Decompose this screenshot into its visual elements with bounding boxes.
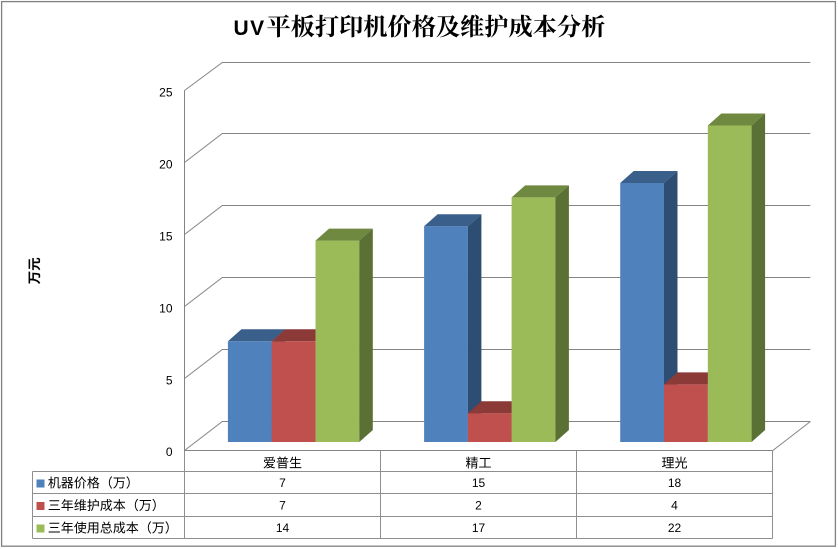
svg-text:20: 20 <box>159 157 173 171</box>
svg-text:10: 10 <box>159 301 173 315</box>
svg-text:15: 15 <box>472 476 486 490</box>
svg-text:18: 18 <box>668 476 682 490</box>
svg-text:14: 14 <box>276 521 290 535</box>
svg-text:UV: UV <box>234 17 266 40</box>
svg-text:7: 7 <box>279 499 286 513</box>
svg-text:22: 22 <box>668 521 682 535</box>
svg-text:17: 17 <box>472 521 486 535</box>
svg-text:0: 0 <box>166 445 173 459</box>
svg-text:25: 25 <box>159 86 173 100</box>
svg-text:4: 4 <box>671 499 678 513</box>
svg-text:7: 7 <box>279 476 286 490</box>
svg-text:15: 15 <box>159 229 173 243</box>
svg-text:2: 2 <box>475 499 482 513</box>
svg-text:5: 5 <box>166 373 173 387</box>
